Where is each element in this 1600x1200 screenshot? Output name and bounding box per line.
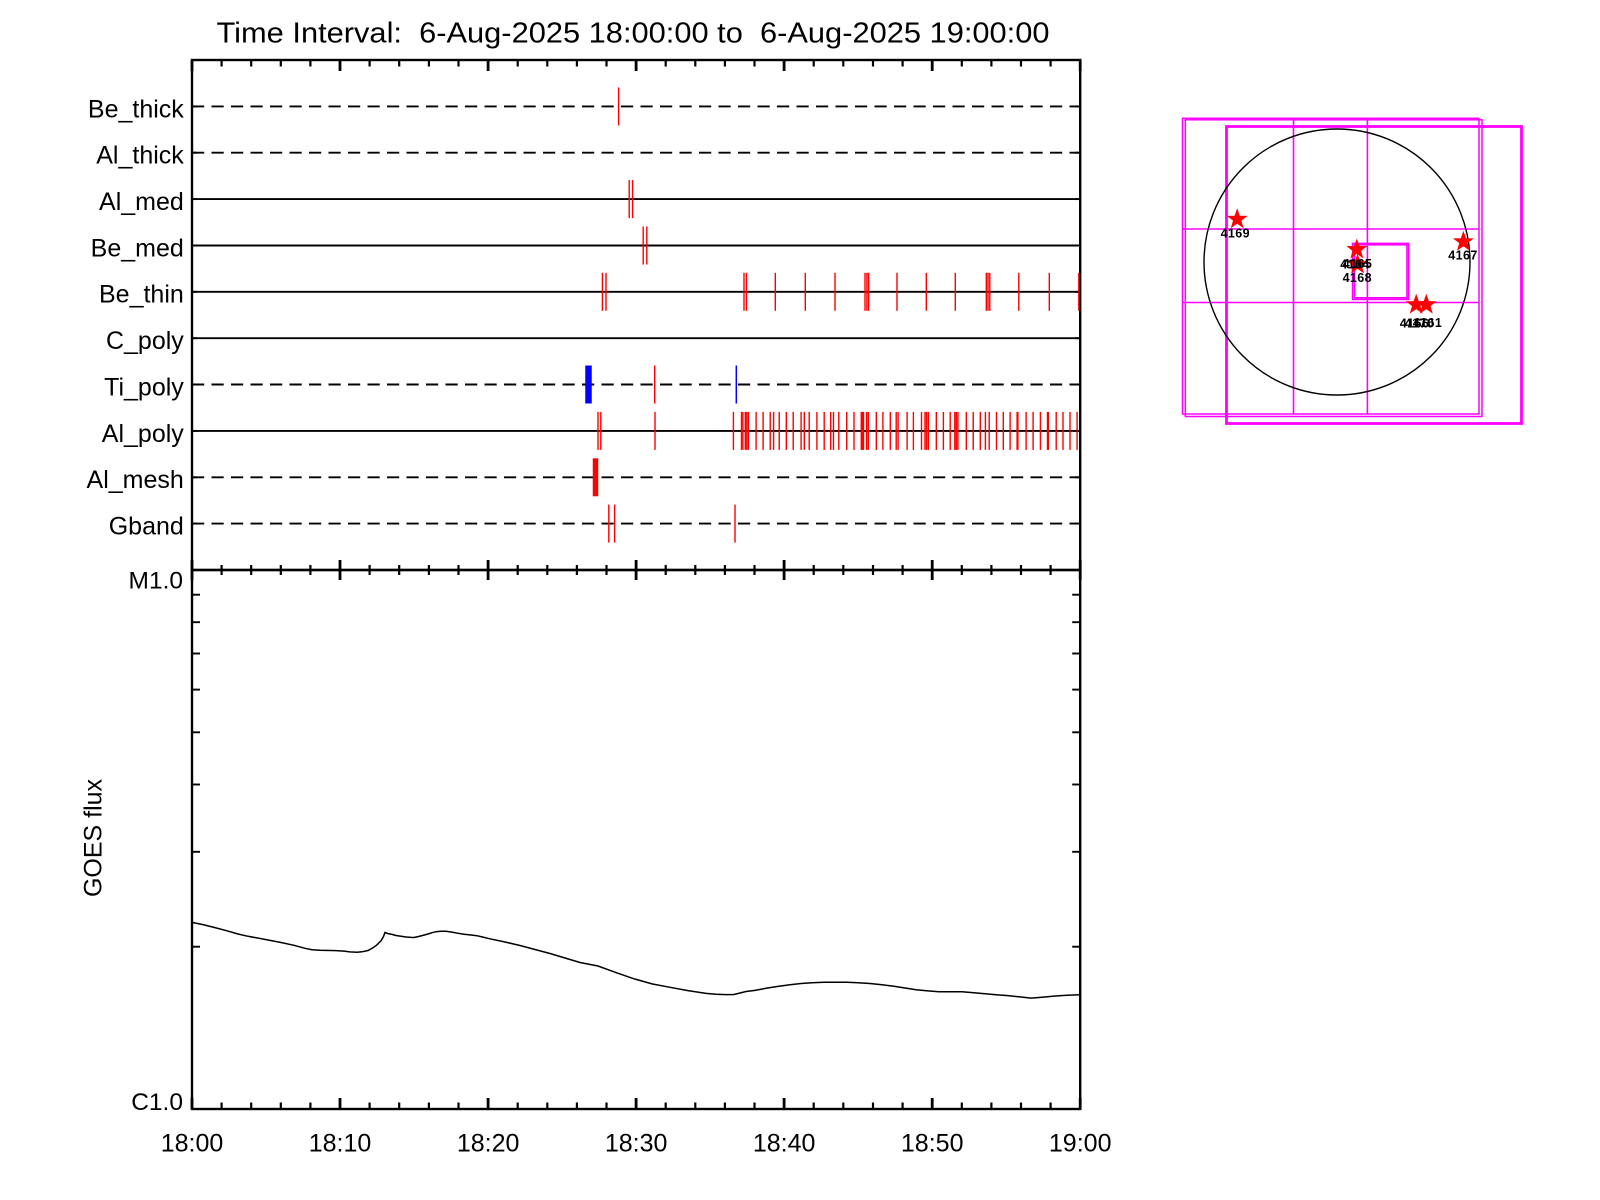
svg-text:18:10: 18:10 [309, 1129, 372, 1157]
svg-text:Al_thick: Al_thick [96, 142, 184, 170]
svg-text:M1.0: M1.0 [129, 568, 183, 595]
svg-text:Al_poly: Al_poly [102, 420, 184, 448]
svg-text:18:50: 18:50 [901, 1129, 964, 1157]
svg-text:4166: 4166 [1400, 317, 1429, 331]
svg-text:4169: 4169 [1221, 226, 1250, 240]
svg-text:4161: 4161 [1413, 316, 1442, 330]
svg-text:4164: 4164 [1340, 257, 1369, 271]
svg-text:4168: 4168 [1343, 271, 1372, 285]
svg-text:18:00: 18:00 [161, 1129, 224, 1157]
svg-text:4167: 4167 [1448, 248, 1477, 262]
svg-text:18:20: 18:20 [457, 1129, 520, 1157]
svg-text:4170: 4170 [1405, 317, 1434, 331]
svg-text:GOES flux: GOES flux [80, 778, 108, 897]
svg-text:Time Interval: 6-Aug-2025 18:: Time Interval: 6-Aug-2025 18:00:00 to 6-… [217, 18, 1050, 50]
svg-text:Al_med: Al_med [99, 188, 184, 216]
svg-text:Gband: Gband [109, 513, 184, 541]
svg-text:18:40: 18:40 [753, 1129, 816, 1157]
svg-text:4165: 4165 [1343, 257, 1372, 271]
svg-text:C1.0: C1.0 [131, 1089, 183, 1116]
svg-text:C_poly: C_poly [106, 327, 184, 355]
svg-text:Be_thin: Be_thin [99, 281, 184, 309]
svg-text:18:30: 18:30 [605, 1129, 668, 1157]
svg-text:Al_mesh: Al_mesh [87, 466, 184, 494]
svg-text:19:00: 19:00 [1049, 1129, 1112, 1157]
svg-text:Be_med: Be_med [91, 234, 184, 262]
svg-text:Be_thick: Be_thick [88, 95, 184, 123]
svg-text:Ti_poly: Ti_poly [104, 373, 184, 401]
